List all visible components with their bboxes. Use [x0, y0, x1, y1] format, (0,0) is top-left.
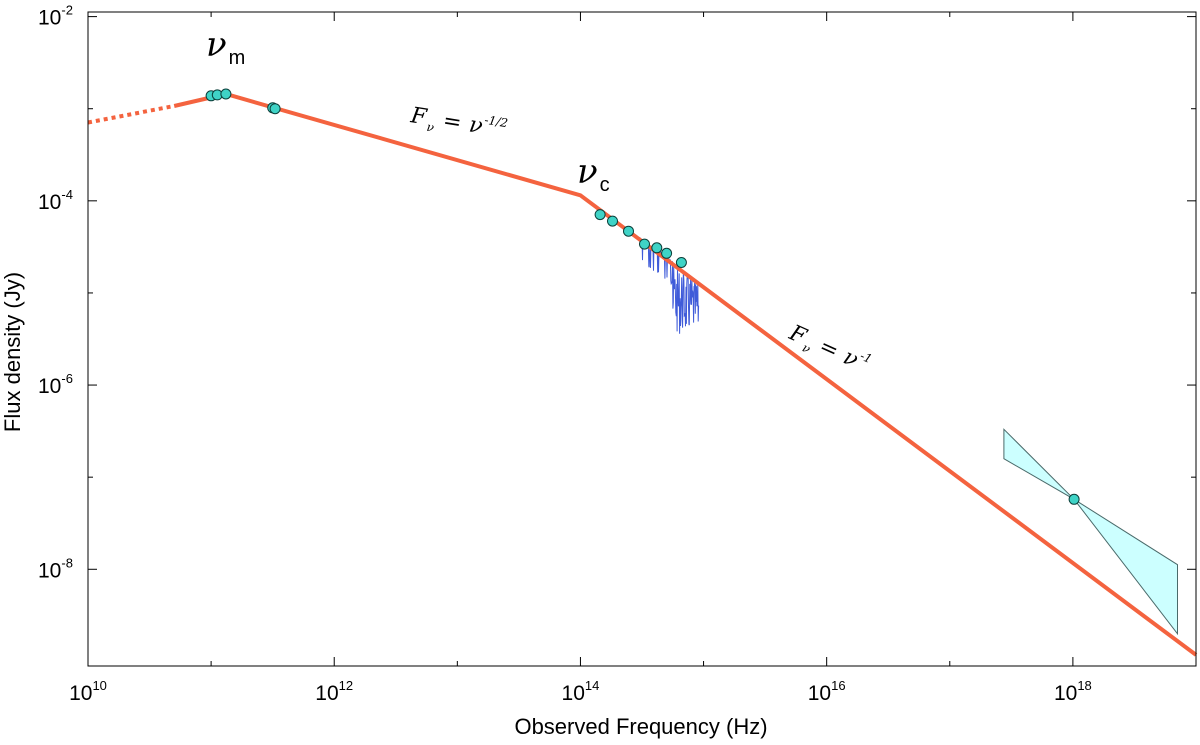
slope-half-label-text: Fν = ν-1/2 — [408, 101, 509, 146]
model-dotted-segment — [87, 104, 175, 125]
y-tick-label: 10-8 — [38, 555, 73, 582]
y-tick-label: 10-2 — [38, 3, 73, 30]
y-tick-label: 10-6 — [38, 371, 73, 398]
observation-points — [205, 88, 1080, 505]
data-point — [675, 257, 687, 268]
x-tick-label: 1018 — [1054, 678, 1092, 705]
slope-one-label: Fν =ν-1 — [783, 318, 875, 380]
spectrum-trace — [639, 237, 700, 334]
annotations: ν m ν c Fν = ν-1/2 Fν =ν-1 — [206, 25, 875, 380]
data-point — [594, 209, 606, 221]
plot-area-frame — [87, 11, 1197, 667]
data-point — [651, 242, 663, 254]
data-point — [607, 215, 618, 227]
slope-half-label: Fν = ν-1/2 — [408, 101, 509, 146]
y-tick-label: 10-4 — [38, 187, 73, 214]
x-tick-label: 1014 — [562, 678, 600, 705]
data-point — [623, 225, 634, 237]
data-point — [661, 247, 673, 259]
data-point — [220, 88, 232, 100]
data-point — [1068, 493, 1080, 505]
x-axis-label: Observed Frequency (Hz) — [514, 714, 767, 739]
x-tick-label: 1010 — [69, 678, 107, 705]
model-line — [173, 91, 1198, 657]
data-point — [639, 238, 650, 250]
tick-labels: 1010 1012 1014 1016 1018 10-2 10-4 10-6 10-8 — [38, 3, 1092, 705]
data-point — [269, 103, 281, 115]
model-layer — [87, 91, 1198, 657]
x-tick-label: 1012 — [315, 678, 353, 705]
x-tick-label: 1016 — [808, 678, 846, 705]
slope-one-label-text: Fν =ν-1 — [783, 318, 874, 380]
plot-frame — [87, 11, 1197, 667]
optical-spectrum — [639, 237, 700, 334]
y-axis-label: Flux density (Jy) — [0, 272, 25, 432]
